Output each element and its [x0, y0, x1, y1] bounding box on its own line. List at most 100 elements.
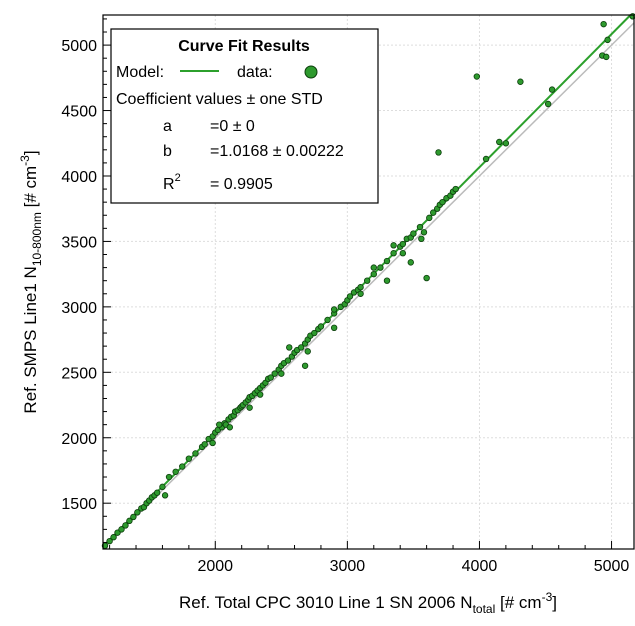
y-tick-label: 2500	[61, 365, 97, 382]
legend-coef-r2-letter: R	[163, 176, 175, 193]
data-point	[399, 240, 407, 248]
data-point	[496, 138, 503, 146]
data-point	[172, 468, 179, 475]
data-point	[370, 270, 377, 278]
x-axis-label: Ref. Total CPC 3010 Line 1 SN 2006 Ntota…	[179, 590, 557, 616]
x-axis-label-close: ]	[552, 593, 557, 612]
data-point	[423, 274, 430, 282]
data-point	[134, 509, 141, 516]
x-tick-label: 2000	[197, 558, 233, 575]
x-axis-label-sub: total	[473, 602, 496, 616]
data-point	[383, 277, 391, 284]
data-point	[271, 370, 278, 377]
plot-frame	[102, 14, 635, 550]
legend-coef-b-value: =1.0168 ± 0.00222	[210, 143, 344, 160]
x-tick-label: 4000	[462, 558, 498, 575]
data-point	[304, 348, 311, 355]
data-point	[426, 214, 433, 222]
data-point	[286, 344, 293, 351]
data-point	[216, 421, 223, 428]
x-tick-label: 5000	[594, 558, 630, 575]
data-point	[502, 140, 510, 147]
data-point	[185, 455, 193, 462]
data-point	[226, 424, 234, 431]
data-point	[311, 329, 318, 337]
data-point	[161, 492, 169, 499]
y-axis-label-main: Ref. SMPS Line1 N	[21, 266, 40, 413]
y-tick-label: 4000	[61, 169, 97, 186]
data-point	[416, 223, 424, 231]
data-point	[297, 344, 305, 351]
data-point	[301, 362, 309, 369]
legend-coef-b-name: b	[163, 143, 172, 160]
y-axis-label-unit: [# cm	[21, 166, 40, 212]
data-point	[544, 100, 552, 108]
x-axis-label-sup: -3	[542, 590, 553, 604]
data-point	[363, 277, 371, 284]
data-point	[278, 370, 285, 377]
legend-coef-a-name: a	[163, 118, 172, 135]
data-point	[435, 149, 442, 156]
y-axis-label-sup: -3	[18, 155, 32, 166]
legend-data-label: data:	[237, 64, 273, 81]
data-point	[603, 53, 610, 61]
data-point	[357, 290, 364, 297]
data-point	[165, 473, 173, 481]
data-point	[410, 230, 417, 237]
data-point	[267, 374, 274, 381]
data-point	[256, 391, 264, 398]
data-point	[473, 73, 481, 80]
y-tick-label: 3500	[61, 234, 97, 251]
data-point	[201, 441, 208, 448]
legend-coef-header: Coefficient values ± one STD	[116, 91, 323, 108]
data-point	[246, 404, 253, 411]
y-axis-label-sub: 10-800nm	[30, 212, 44, 266]
one-to-one-segment	[102, 22, 635, 550]
data-point	[418, 235, 425, 243]
data-point	[122, 522, 129, 529]
one-to-one-line	[102, 22, 635, 550]
data-point	[383, 257, 391, 265]
data-point	[517, 78, 524, 85]
legend-coef-r2-value: = 0.9905	[210, 176, 273, 193]
data-points	[101, 13, 635, 549]
x-axis-label-main: Ref. Total CPC 3010 Line 1 SN 2006 N	[179, 593, 473, 612]
data-point	[439, 198, 446, 206]
x-axis-ticks: 2000 3000 4000 5000	[109, 541, 630, 575]
data-point	[357, 284, 364, 291]
legend: Curve Fit Results Model: data: Coefficie…	[110, 28, 379, 204]
y-axis-label-close: ]	[21, 150, 40, 155]
x-axis-label-unit: [# cm	[495, 593, 541, 612]
data-point	[330, 306, 338, 313]
legend-box	[110, 28, 379, 204]
data-point	[110, 534, 117, 541]
data-point	[377, 264, 384, 271]
data-point	[209, 439, 216, 447]
y-tick-label: 2000	[61, 431, 97, 448]
data-point	[482, 155, 490, 163]
data-point	[604, 36, 611, 44]
legend-title: Curve Fit Results	[178, 38, 310, 55]
data-point	[192, 450, 199, 457]
data-point	[126, 517, 133, 525]
data-point	[548, 86, 556, 93]
data-point	[118, 526, 125, 533]
data-point	[390, 250, 397, 257]
y-tick-label: 1500	[61, 496, 97, 513]
legend-data-swatch	[304, 65, 318, 79]
data-point	[330, 324, 338, 332]
data-point	[420, 229, 428, 236]
data-point	[284, 357, 292, 364]
data-point	[430, 209, 437, 216]
x-tick-label: 3000	[330, 558, 366, 575]
legend-coef-r2-sup: 2	[175, 172, 181, 184]
data-point	[159, 483, 166, 491]
data-point	[399, 250, 407, 257]
data-point	[452, 185, 459, 193]
data-point	[106, 537, 113, 545]
y-tick-label: 5000	[61, 38, 97, 55]
y-axis-label: Ref. SMPS Line1 N10-800nm [# cm-3]	[18, 150, 44, 413]
data-point	[153, 489, 161, 496]
legend-model-label: Model:	[116, 64, 164, 81]
